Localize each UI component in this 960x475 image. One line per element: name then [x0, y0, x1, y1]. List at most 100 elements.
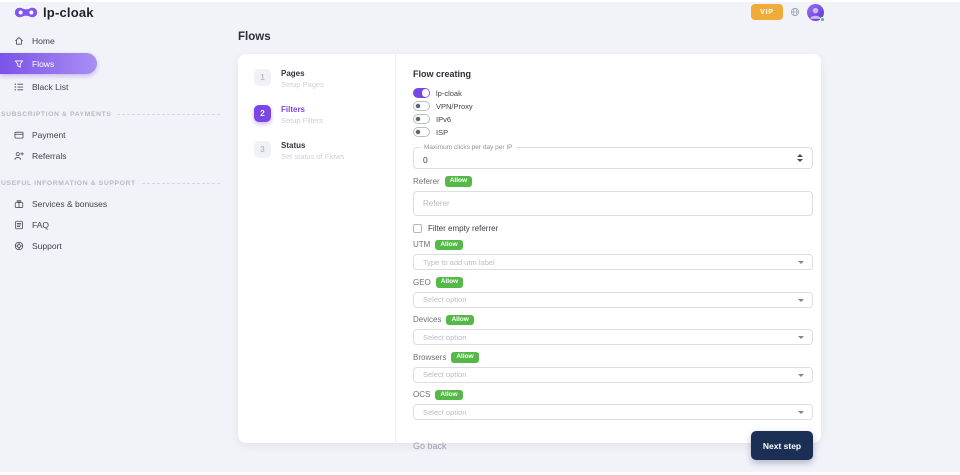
- toggle-switch-off[interactable]: [413, 101, 430, 111]
- main-content: Flows 1 Pages Setup Pages 2 Filters Setu…: [238, 26, 824, 460]
- user-avatar[interactable]: [807, 3, 825, 22]
- utm-label: UTM: [413, 240, 431, 250]
- devices-allow-badge[interactable]: Allow: [446, 314, 474, 325]
- bottom-edge: [0, 472, 960, 475]
- devices-label-row: Devices Allow: [413, 314, 813, 325]
- go-back-link[interactable]: Go back: [413, 440, 447, 451]
- devices-select[interactable]: Select option: [413, 329, 813, 345]
- max-clicks-field[interactable]: Maximum clicks per day per IP: [413, 144, 813, 169]
- utm-label-row: UTM Allow: [413, 239, 813, 250]
- sidebar-item-referrals[interactable]: Referrals: [0, 147, 230, 164]
- devices-label: Devices: [413, 315, 442, 325]
- max-clicks-label: Maximum clicks per day per IP: [421, 144, 516, 151]
- logo[interactable]: lp-cloak: [14, 5, 94, 20]
- step-filters[interactable]: 2 Filters Setup Filters: [254, 104, 379, 126]
- top-bar: lp-cloak VIP: [14, 2, 825, 22]
- sidebar-item-label: Flows: [32, 58, 55, 69]
- sidebar-item-label: Referrals: [32, 150, 67, 161]
- filters-form: Flow creating lp-cloak VPN/Proxy IPv6 IS…: [396, 54, 821, 460]
- toggle-vpn-proxy[interactable]: VPN/Proxy: [413, 100, 813, 112]
- toggle-label: ISP: [436, 127, 449, 137]
- utm-allow-badge[interactable]: Allow: [435, 239, 463, 250]
- step-title: Filters: [281, 104, 306, 114]
- mask-icon: [14, 7, 38, 17]
- browsers-label: Browsers: [413, 352, 447, 362]
- home-icon: [15, 36, 23, 45]
- step-number: 1: [254, 69, 271, 86]
- referer-label: Referer: [413, 176, 440, 186]
- geo-allow-badge[interactable]: Allow: [435, 277, 464, 288]
- select-placeholder: Type to add utm label: [423, 257, 495, 267]
- steps-column: 1 Pages Setup Pages 2 Filters Setup Filt…: [238, 54, 396, 443]
- sidebar-item-label: Black List: [32, 81, 69, 92]
- sidebar-item-label: Services & bonuses: [32, 198, 108, 209]
- stepper-down-icon[interactable]: [797, 159, 803, 162]
- select-placeholder: Select option: [423, 407, 467, 417]
- toggle-label: IPv6: [436, 114, 452, 124]
- geo-label-row: GEO Allow: [413, 277, 813, 288]
- max-clicks-input[interactable]: [414, 148, 812, 168]
- chevron-down-icon: [798, 373, 804, 377]
- step-status[interactable]: 3 Status Set status of Flows: [254, 140, 379, 162]
- checkbox-icon[interactable]: [413, 223, 422, 233]
- language-globe-icon[interactable]: [790, 7, 800, 17]
- stepper-up-icon[interactable]: [797, 154, 803, 157]
- utm-select[interactable]: Type to add utm label: [413, 254, 813, 270]
- referer-input[interactable]: [413, 190, 813, 216]
- sidebar-item-label: Payment: [32, 129, 66, 140]
- step-pages[interactable]: 1 Pages Setup Pages: [254, 69, 379, 90]
- sidebar-item-home[interactable]: Home: [0, 32, 230, 49]
- number-stepper[interactable]: [797, 154, 803, 162]
- browsers-label-row: Browsers Allow: [413, 352, 813, 363]
- ocs-label: OCS: [413, 390, 431, 400]
- ocs-allow-badge[interactable]: Allow: [435, 389, 463, 400]
- sidebar-item-services-bonuses[interactable]: Services & bonuses: [0, 195, 230, 212]
- toggle-lp-cloak[interactable]: lp-cloak: [413, 87, 813, 99]
- toggle-ipv6[interactable]: IPv6: [413, 113, 813, 125]
- step-subtitle: Setup Filters: [281, 115, 324, 125]
- payment-card-icon: [14, 131, 24, 139]
- select-placeholder: Select option: [423, 370, 467, 379]
- toggle-isp[interactable]: ISP: [413, 126, 813, 138]
- sidebar-section-subscription: SUBSCRIPTION & PAYMENTS: [0, 111, 230, 118]
- sidebar-item-support[interactable]: Support: [0, 237, 230, 254]
- ocs-select[interactable]: Select option: [413, 404, 813, 420]
- sidebar-item-payment[interactable]: Payment: [0, 126, 230, 143]
- next-step-button[interactable]: Next step: [751, 431, 813, 460]
- browsers-select[interactable]: Select option: [413, 366, 813, 383]
- step-number: 3: [254, 140, 271, 158]
- toggle-switch-off[interactable]: [413, 114, 430, 124]
- avatar-person-icon: [810, 7, 821, 19]
- page-title: Flows: [238, 31, 271, 43]
- geo-select[interactable]: Select option: [413, 291, 813, 308]
- step-subtitle: Setup Pages: [281, 79, 324, 89]
- select-placeholder: Select option: [423, 295, 467, 304]
- sidebar-item-label: FAQ: [32, 219, 50, 230]
- online-status-dot: [820, 16, 825, 22]
- faq-icon: [15, 220, 23, 229]
- chevron-down-icon: [798, 410, 804, 414]
- geo-label: GEO: [413, 277, 431, 287]
- sidebar-item-flows[interactable]: Flows: [0, 53, 97, 74]
- toggle-switch-off[interactable]: [413, 127, 430, 137]
- referer-allow-badge[interactable]: Allow: [444, 176, 473, 187]
- select-placeholder: Select option: [423, 332, 467, 342]
- toggle-label: VPN/Proxy: [436, 101, 473, 111]
- browsers-allow-badge[interactable]: Allow: [451, 352, 479, 363]
- sidebar-item-faq[interactable]: FAQ: [0, 216, 230, 233]
- black-list-icon: [14, 83, 24, 90]
- flows-icon: [14, 59, 24, 68]
- sidebar-item-black-list[interactable]: Black List: [0, 78, 230, 95]
- gift-icon: [14, 199, 24, 208]
- sidebar-item-label: Support: [32, 240, 62, 251]
- chevron-down-icon: [798, 335, 804, 339]
- step-title: Pages: [281, 69, 305, 78]
- toggle-switch-on[interactable]: [413, 88, 430, 98]
- step-subtitle: Set status of Flows: [281, 151, 345, 161]
- section-title: SUBSCRIPTION & PAYMENTS: [1, 111, 112, 118]
- section-divider: [141, 183, 220, 184]
- filter-empty-referrer[interactable]: Filter empty referrer: [413, 223, 813, 233]
- sidebar-item-label: Home: [32, 35, 55, 46]
- vip-button[interactable]: VIP: [751, 4, 783, 20]
